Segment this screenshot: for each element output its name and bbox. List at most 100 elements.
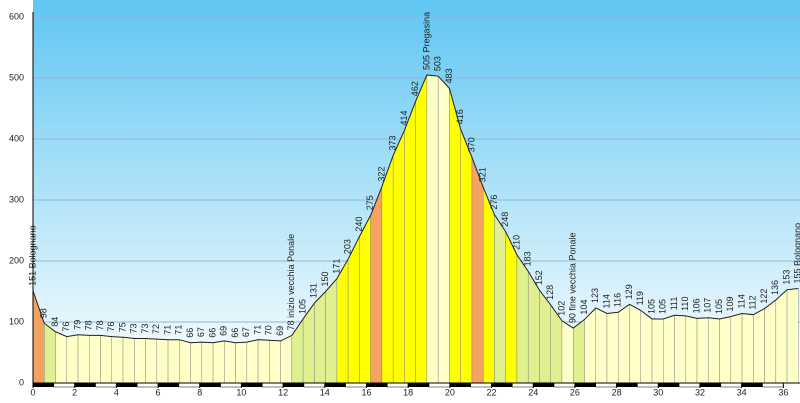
point-label: 69	[275, 326, 285, 336]
point-label: 151 Bolognano	[27, 225, 37, 286]
profile-segment	[212, 340, 225, 384]
profile-segment	[257, 339, 270, 384]
scale-bar	[199, 383, 221, 387]
profile-segment	[719, 316, 732, 384]
point-label: 78 inizio vecchia Ponale	[286, 234, 296, 331]
point-label: 66	[185, 328, 195, 338]
profile-segment	[134, 338, 146, 384]
point-label: 131	[309, 283, 319, 298]
profile-segment	[663, 315, 675, 384]
x-tick-label: 20	[445, 387, 455, 397]
point-label: 370	[466, 137, 476, 152]
profile-segment	[561, 320, 574, 384]
profile-segment	[381, 155, 394, 384]
point-label: 483	[444, 68, 454, 83]
y-tick-label: 500	[9, 72, 24, 82]
point-label: 153	[781, 270, 791, 285]
point-label: 70	[264, 325, 274, 335]
y-tick-label: 600	[9, 11, 24, 21]
point-label: 414	[399, 110, 409, 125]
point-label: 275	[365, 195, 375, 210]
point-label: 66	[207, 328, 217, 338]
point-label: 136	[770, 280, 780, 295]
profile-segment	[505, 231, 518, 384]
point-label: 129	[624, 284, 634, 299]
profile-segment	[235, 341, 248, 384]
profile-segment	[77, 334, 90, 384]
profile-segment	[573, 319, 585, 384]
y-tick-label: 300	[9, 194, 24, 204]
profile-segment	[314, 291, 326, 384]
x-tick-label: 36	[778, 387, 788, 397]
x-tick-label: 34	[737, 387, 747, 397]
profile-segment	[179, 339, 191, 384]
profile-segment	[156, 338, 169, 384]
profile-segment	[347, 236, 360, 384]
profile-line	[32, 74, 799, 344]
scale-bar	[283, 383, 304, 387]
point-label: 119	[635, 291, 645, 305]
point-label: 416	[455, 109, 465, 124]
point-label: 114	[736, 294, 746, 308]
point-label: 76	[61, 322, 71, 332]
profile-segment	[426, 74, 439, 384]
scale-bar	[616, 383, 638, 387]
profile-segment	[516, 254, 529, 384]
profile-segment	[325, 278, 338, 384]
profile-segment	[89, 335, 101, 384]
scale-bar	[366, 383, 388, 387]
point-label: 75	[117, 322, 127, 332]
y-tick-label: 200	[9, 255, 24, 265]
profile-segment	[190, 341, 203, 384]
profile-segment	[584, 307, 596, 384]
profile-segment	[437, 75, 450, 384]
point-label: 105	[714, 299, 724, 314]
x-tick-label: 8	[197, 387, 202, 397]
scale-bar	[33, 383, 54, 387]
point-label: 72	[151, 324, 161, 334]
x-tick-label: 0	[30, 387, 35, 397]
profile-segment	[629, 303, 641, 384]
x-tick-label: 6	[156, 387, 161, 397]
profile-segment	[66, 334, 79, 384]
scale-bar	[116, 383, 138, 387]
point-label: 109	[725, 296, 735, 311]
point-label: 105	[646, 299, 656, 314]
point-label: 79	[72, 320, 82, 330]
x-tick-label: 30	[653, 387, 663, 397]
profile-segment	[786, 288, 799, 384]
y-tick-label: 0	[19, 377, 24, 387]
profile-segment	[246, 339, 259, 384]
x-tick-label: 10	[236, 387, 246, 397]
scale-bar	[241, 383, 263, 387]
point-label: 73	[129, 323, 139, 333]
point-label: 114	[601, 294, 611, 308]
point-label: 111	[669, 297, 679, 311]
profile-segment	[708, 317, 720, 384]
scale-bar	[408, 383, 430, 387]
profile-segment	[111, 336, 124, 384]
x-tick-label: 24	[528, 387, 538, 397]
scale-bar	[324, 383, 346, 387]
x-tick-label: 22	[487, 387, 497, 397]
profile-segment	[359, 215, 371, 384]
profile-segment	[449, 88, 461, 384]
scale-bar	[491, 383, 513, 387]
profile-segment	[404, 101, 416, 384]
point-label: 462	[410, 81, 420, 96]
point-label: 123	[590, 288, 600, 303]
point-label: 69	[219, 326, 229, 336]
point-label: 105	[658, 299, 668, 314]
point-label: 503	[433, 56, 443, 71]
profile-segment	[460, 129, 473, 384]
point-label: 73	[140, 323, 150, 333]
y-tick-label: 100	[9, 316, 24, 326]
point-label: 122	[759, 289, 769, 304]
profile-segment	[269, 340, 281, 384]
point-label: 210	[511, 235, 521, 250]
point-label: 373	[388, 135, 398, 150]
point-label: 105	[297, 299, 307, 314]
x-tick-label: 26	[570, 387, 580, 397]
point-label: 321	[478, 167, 488, 182]
x-tick-label: 12	[278, 387, 288, 397]
